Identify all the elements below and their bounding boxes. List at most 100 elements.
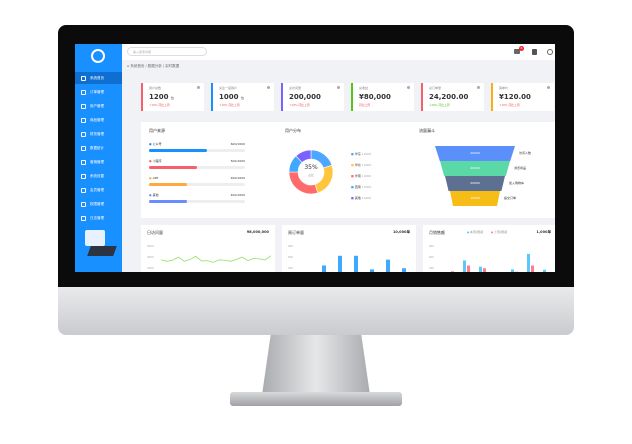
sidebar-item[interactable]: 营销管理 <box>75 156 122 168</box>
sidebar-item[interactable]: 会员管理 <box>75 184 122 196</box>
progress-bar <box>149 200 245 203</box>
badge-icon <box>81 159 86 165</box>
info-icon[interactable] <box>547 86 550 89</box>
lock-icon <box>81 201 86 207</box>
notification-icon[interactable] <box>514 49 520 54</box>
sidebar-item[interactable]: 商品管理 <box>75 114 122 126</box>
progress-item: ● 其他 400/1000 <box>149 193 245 203</box>
breadcrumb: ⌂ 系统首页 / 数据分析 / 实时数据 <box>127 64 180 68</box>
chart-total: ¥8,000,000 <box>246 230 269 234</box>
y-tick: 3000 <box>147 267 154 270</box>
user-icon <box>81 103 86 109</box>
donut-legend-item: ■ 西南 10000 <box>351 185 372 189</box>
y-tick: 300 <box>288 267 293 270</box>
stat-card: 客单价 ¥120.00 ↑10% 同比上周 <box>491 83 554 111</box>
chart-title: 周订单量 <box>288 230 304 235</box>
legend-item: ● 上月销售额 <box>491 231 508 234</box>
chart-plot <box>322 255 406 272</box>
y-tick: 5000 <box>147 245 154 248</box>
wallet-icon <box>81 131 86 137</box>
sidebar-item[interactable]: 订单管理 <box>75 86 122 98</box>
bar <box>467 265 470 272</box>
stat-title: 客单价 <box>499 86 509 90</box>
funnel-label: 提交订单 <box>504 196 517 200</box>
stat-change: ↓20% 同比上周 <box>429 103 450 107</box>
sidebar-item[interactable]: 权限管理 <box>75 198 122 210</box>
donut-center-value: 35% <box>304 164 318 171</box>
box-icon <box>81 117 86 123</box>
stat-card: 用户总数 1200 位 ↑10% 同比上周 <box>141 83 204 111</box>
y-tick: 900 <box>288 245 293 248</box>
sidebar-item[interactable]: 系统设置 <box>75 170 122 182</box>
stat-change: ↑10% 同比上周 <box>289 103 310 107</box>
chart-plot <box>161 255 271 263</box>
info-icon[interactable] <box>197 86 200 89</box>
info-icon[interactable] <box>407 86 410 89</box>
stat-title: 总收益 <box>359 86 369 90</box>
bar <box>402 268 406 272</box>
chart-total: 1,000单 <box>536 230 551 234</box>
progress-value: 400/1000 <box>230 176 245 180</box>
chart-title: 日访问量 <box>147 230 163 235</box>
sidebar-item[interactable]: 日志管理 <box>75 212 122 224</box>
lock-icon[interactable] <box>532 49 537 55</box>
sidebar-item-label: 系统首页 <box>90 75 104 80</box>
progress-title: 用户来源 <box>149 128 165 133</box>
stat-title: 关注一度用户 <box>219 86 238 90</box>
monitor-chin <box>58 287 574 335</box>
sidebar-item-label: 数据统计 <box>90 145 104 150</box>
logo-icon <box>91 49 105 63</box>
stat-title: 总订单量 <box>429 86 442 90</box>
bar <box>527 253 530 272</box>
chart-icon <box>81 145 86 151</box>
sidebar: 系统首页订单管理用户管理商品管理财务管理数据统计营销管理系统设置会员管理权限管理… <box>75 44 122 272</box>
info-icon[interactable] <box>477 86 480 89</box>
donut-chart <box>288 149 334 195</box>
progress-label: 公众号 <box>152 142 162 146</box>
chart-title: 月销售额 <box>429 230 445 235</box>
line-series <box>161 255 271 263</box>
info-icon[interactable] <box>337 86 340 89</box>
bar <box>483 268 486 272</box>
bar <box>463 260 466 272</box>
breadcrumb-item: 实时数据 <box>165 64 180 68</box>
home-icon <box>81 75 86 81</box>
monitor-icon <box>81 215 86 221</box>
stat-title: 总访问量 <box>289 86 302 90</box>
sidebar-item[interactable]: 数据统计 <box>75 142 122 154</box>
monitor-base <box>230 392 402 406</box>
funnel-stage: 20000 <box>440 161 510 176</box>
dashboard-screen: 系统首页订单管理用户管理商品管理财务管理数据统计营销管理系统设置会员管理权限管理… <box>75 44 555 272</box>
info-icon[interactable] <box>267 86 270 89</box>
donut-title: 用户分布 <box>285 128 301 133</box>
file-icon <box>81 89 86 95</box>
donut-center-label: 占比 <box>307 173 314 177</box>
sidebar-item[interactable]: 用户管理 <box>75 100 122 112</box>
progress-bar <box>149 149 245 152</box>
funnel-stage: 20000 <box>435 146 515 161</box>
stat-card: 总收益 ¥80,000 同比上周 <box>351 83 414 111</box>
member-icon <box>81 187 86 193</box>
stat-card: 关注一度用户 1000 位 ↑10% 同比上周 <box>211 83 274 111</box>
progress-item: ● APP 400/1000 <box>149 176 245 186</box>
stat-card: 总访问量 200,000 ↑10% 同比上周 <box>281 83 344 111</box>
funnel-label: 浏览商品 <box>514 166 527 170</box>
stat-value: ¥120.00 <box>499 93 531 101</box>
search-input[interactable]: 输入搜索内容 <box>127 47 207 56</box>
bar <box>543 269 546 272</box>
breadcrumb-item[interactable]: 系统首页 <box>130 64 145 68</box>
sidebar-item[interactable]: 系统首页 <box>75 72 122 84</box>
bar <box>531 265 534 272</box>
gear-icon[interactable] <box>547 49 553 55</box>
top-bar: 输入搜索内容 6 <box>122 44 555 60</box>
progress-label: 小程序 <box>152 159 162 163</box>
progress-item: ● 公众号 600/1000 <box>149 142 245 152</box>
sidebar-item-label: 营销管理 <box>90 159 104 164</box>
overview-panel: 用户来源 用户分布 35% 占比 流量漏斗 ● 公众号 600/1000 ● 小程序… <box>141 122 555 218</box>
bar <box>386 259 390 272</box>
stat-change: 同比上周 <box>359 103 371 107</box>
stat-value: ¥80,000 <box>359 93 391 101</box>
sidebar-item[interactable]: 财务管理 <box>75 128 122 140</box>
stat-change: ↑10% 同比上周 <box>219 103 240 107</box>
breadcrumb-item[interactable]: 数据分析 <box>147 64 162 68</box>
